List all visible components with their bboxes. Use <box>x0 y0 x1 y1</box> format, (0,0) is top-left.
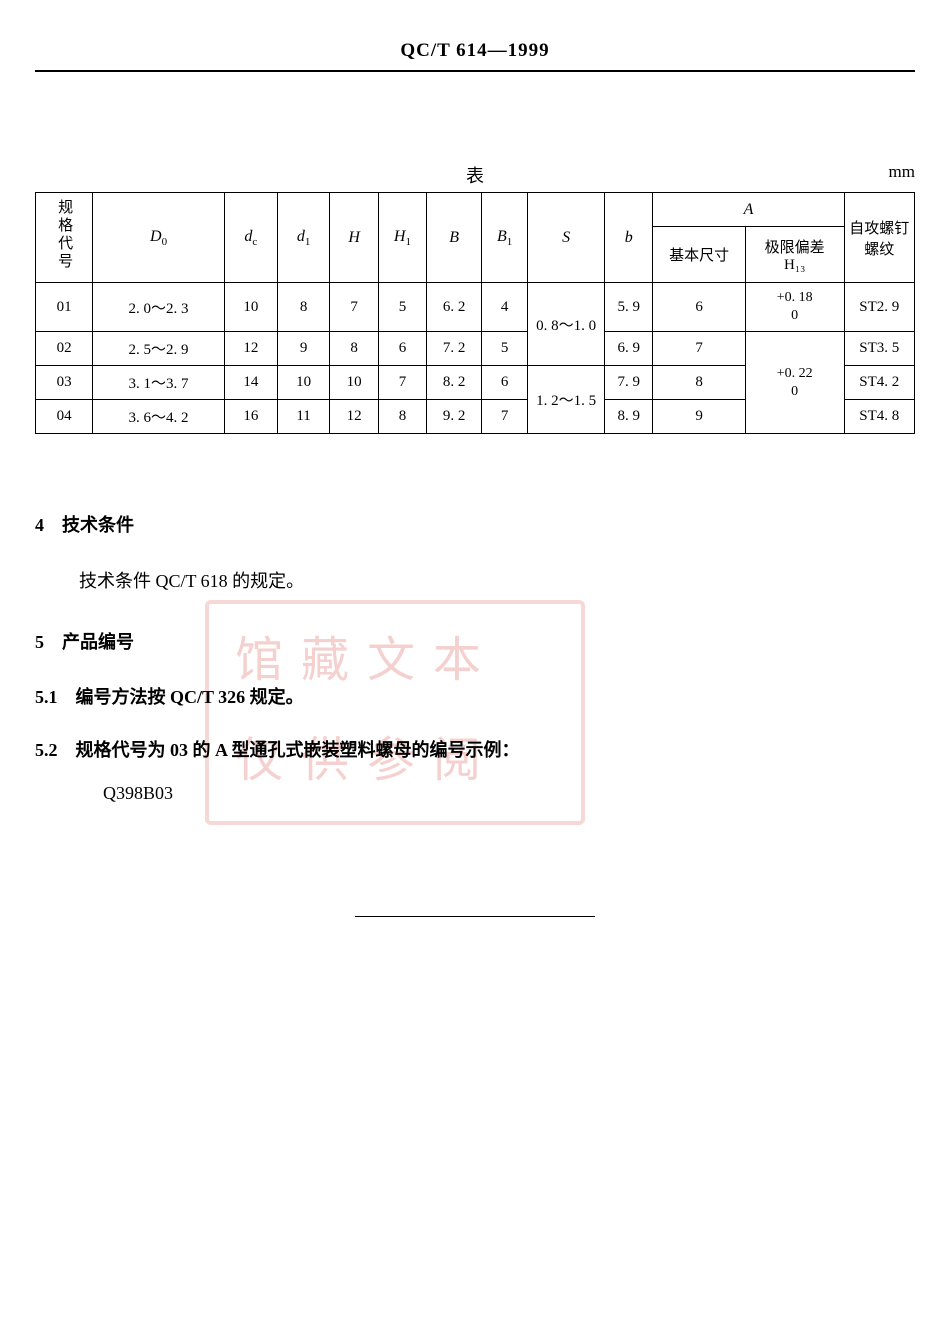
cell-b: 8. 9 <box>605 400 653 434</box>
specification-table: 规格代号 D0 dc d1 H H1 B B1 S b A 自攻螺钉螺纹 基本尺… <box>35 192 915 434</box>
th-spec-code: 规格代号 <box>36 193 93 283</box>
unit-label: mm <box>889 162 915 182</box>
section-4-heading: 4 技术条件 <box>35 504 915 547</box>
th-S: S <box>528 193 605 283</box>
cell-thread: ST3. 5 <box>844 332 914 366</box>
cell-A-tol: +0. 18 0 <box>745 283 844 332</box>
section-5-heading: 5 产品编号 <box>35 621 915 664</box>
table-row: 02 2. 5～2. 9 12 9 8 6 7. 2 5 6. 9 7 +0. … <box>36 332 915 366</box>
cell-d1: 9 <box>277 332 330 366</box>
header-rule <box>35 70 915 72</box>
cell-H1: 7 <box>378 366 426 400</box>
section-5-2-example: Q398B03 <box>103 772 915 815</box>
cell-H: 7 <box>330 283 378 332</box>
cell-dc: 10 <box>224 283 277 332</box>
th-H: H <box>330 193 378 283</box>
cell-b: 5. 9 <box>605 283 653 332</box>
cell-d1: 8 <box>277 283 330 332</box>
cell-H1: 8 <box>378 400 426 434</box>
th-A-basic: 基本尺寸 <box>653 227 745 283</box>
cell-B1: 6 <box>482 366 528 400</box>
cell-B: 6. 2 <box>427 283 482 332</box>
cell-D0: 3. 1～3. 7 <box>93 366 225 400</box>
th-thread: 自攻螺钉螺纹 <box>844 193 914 283</box>
cell-dc: 12 <box>224 332 277 366</box>
cell-b: 7. 9 <box>605 366 653 400</box>
cell-A-tol: +0. 22 0 <box>745 332 844 434</box>
th-d1: d1 <box>277 193 330 283</box>
cell-code: 04 <box>36 400 93 434</box>
cell-dc: 16 <box>224 400 277 434</box>
cell-H: 12 <box>330 400 378 434</box>
page-header-standard: QC/T 614—1999 <box>35 40 915 62</box>
footer-rule <box>355 916 595 917</box>
section-5-1: 5.1 编号方法按 QC/T 326 规定。 <box>35 676 915 719</box>
cell-A-basic: 6 <box>653 283 745 332</box>
cell-b: 6. 9 <box>605 332 653 366</box>
th-b: b <box>605 193 653 283</box>
section-4-body: 技术条件 QC/T 618 的规定。 <box>79 560 915 603</box>
cell-B1: 4 <box>482 283 528 332</box>
cell-B: 7. 2 <box>427 332 482 366</box>
cell-H: 10 <box>330 366 378 400</box>
th-D0: D0 <box>93 193 225 283</box>
cell-d1: 10 <box>277 366 330 400</box>
th-A-tolerance: 极限偏差H₁₃ <box>745 227 844 283</box>
cell-A-basic: 9 <box>653 400 745 434</box>
cell-B1: 5 <box>482 332 528 366</box>
th-A: A <box>653 193 844 227</box>
cell-B: 8. 2 <box>427 366 482 400</box>
cell-S: 0. 8～1. 0 <box>528 283 605 366</box>
cell-dc: 14 <box>224 366 277 400</box>
th-H1: H1 <box>378 193 426 283</box>
section-5-2: 5.2 规格代号为 03 的 A 型通孔式嵌装塑料螺母的编号示例： <box>35 729 915 772</box>
table-row: 01 2. 0～2. 3 10 8 7 5 6. 2 4 0. 8～1. 0 5… <box>36 283 915 332</box>
th-dc: dc <box>224 193 277 283</box>
cell-code: 03 <box>36 366 93 400</box>
cell-D0: 2. 0～2. 3 <box>93 283 225 332</box>
cell-code: 01 <box>36 283 93 332</box>
cell-D0: 3. 6～4. 2 <box>93 400 225 434</box>
cell-code: 02 <box>36 332 93 366</box>
cell-H1: 5 <box>378 283 426 332</box>
cell-A-basic: 7 <box>653 332 745 366</box>
cell-S: 1. 2～1. 5 <box>528 366 605 434</box>
cell-D0: 2. 5～2. 9 <box>93 332 225 366</box>
cell-A-basic: 8 <box>653 366 745 400</box>
th-B1: B1 <box>482 193 528 283</box>
cell-d1: 11 <box>277 400 330 434</box>
cell-H: 8 <box>330 332 378 366</box>
cell-B: 9. 2 <box>427 400 482 434</box>
cell-thread: ST4. 2 <box>844 366 914 400</box>
cell-thread: ST2. 9 <box>844 283 914 332</box>
cell-H1: 6 <box>378 332 426 366</box>
cell-B1: 7 <box>482 400 528 434</box>
cell-thread: ST4. 8 <box>844 400 914 434</box>
table-caption: 表 <box>35 162 915 188</box>
th-B: B <box>427 193 482 283</box>
